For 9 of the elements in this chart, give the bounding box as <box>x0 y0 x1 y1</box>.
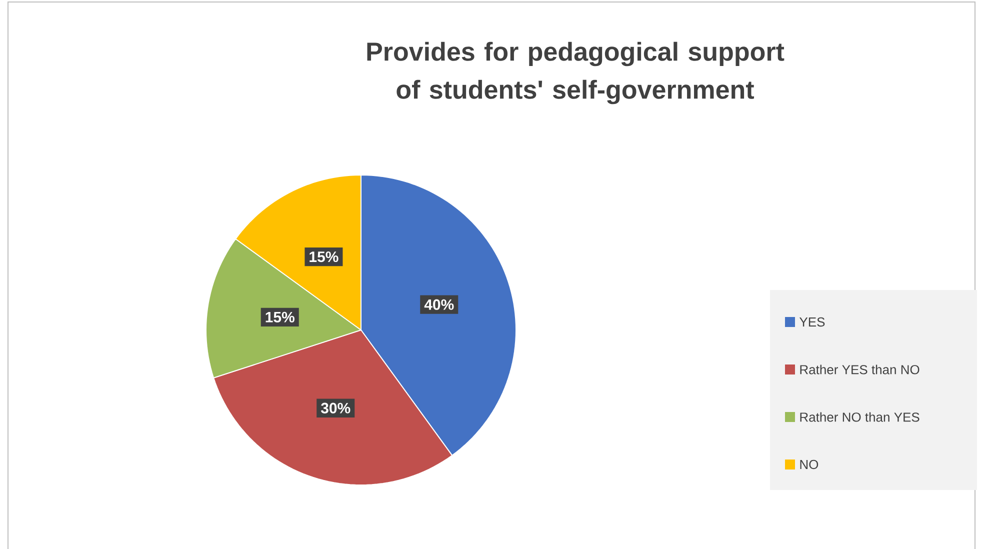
chart-title: Provides for pedagogical support of students' self-government <box>367 42 784 104</box>
data-label: 40% <box>424 299 454 310</box>
data-label: 30% <box>320 402 350 414</box>
legend-label: Rather YES than NO <box>800 364 920 374</box>
data-label: 15% <box>266 312 294 322</box>
legend-label: NO <box>800 460 818 470</box>
legend-label: YES <box>799 317 825 327</box>
legend-label: Rather NO than YES <box>800 412 920 422</box>
data-label: 15% <box>310 252 338 262</box>
